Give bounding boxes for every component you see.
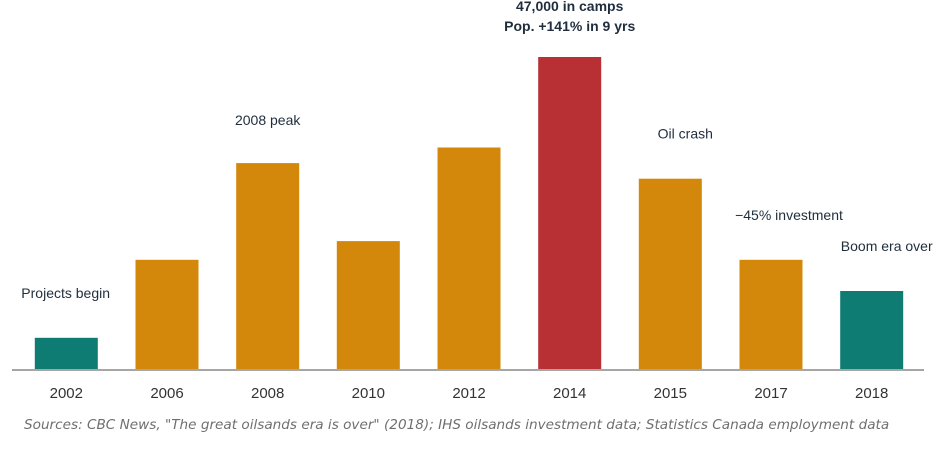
x-tick-label: 2010 bbox=[352, 385, 385, 402]
x-tick-label: 2002 bbox=[50, 385, 83, 402]
bar-2017 bbox=[739, 259, 803, 369]
x-tick-label: 2015 bbox=[654, 385, 687, 402]
bar-2002 bbox=[34, 337, 98, 369]
annotation-2015: Oil crash bbox=[658, 126, 713, 142]
bars-group bbox=[34, 57, 904, 369]
x-tick-label: 2008 bbox=[251, 385, 284, 402]
x-tick-label: 2014 bbox=[553, 385, 586, 402]
bar-2008 bbox=[236, 163, 300, 369]
annotation-2002: Projects begin bbox=[21, 285, 110, 301]
bar-2006 bbox=[135, 259, 199, 369]
x-tick-label: 2006 bbox=[150, 385, 183, 402]
annotation-2018: Boom era over bbox=[841, 238, 933, 254]
annotation-2008: 2008 peak bbox=[235, 112, 301, 128]
bar-2014 bbox=[538, 57, 602, 369]
x-tick-label: 2012 bbox=[452, 385, 485, 402]
annotation-2014: 47,000 in camps bbox=[516, 0, 624, 14]
annotations-group: Projects begin 2008 peak 47,000 in camps Po… bbox=[21, 0, 933, 301]
source-note: Sources: CBC News, "The great oilsands e… bbox=[24, 417, 889, 433]
x-tick-label: 2017 bbox=[754, 385, 787, 402]
x-tick-label: 2018 bbox=[855, 385, 888, 402]
bar-2010 bbox=[336, 241, 400, 369]
bar-2018 bbox=[840, 291, 904, 369]
x-tick-labels: 2002 2006 2008 2010 2012 2014 2015 2017 2018 bbox=[50, 385, 889, 402]
bar-2015 bbox=[638, 178, 702, 369]
annotation-2014: Pop. +141% in 9 yrs bbox=[504, 18, 635, 34]
bar-2012 bbox=[437, 147, 501, 369]
annotation-2017: −45% investment bbox=[735, 207, 843, 223]
